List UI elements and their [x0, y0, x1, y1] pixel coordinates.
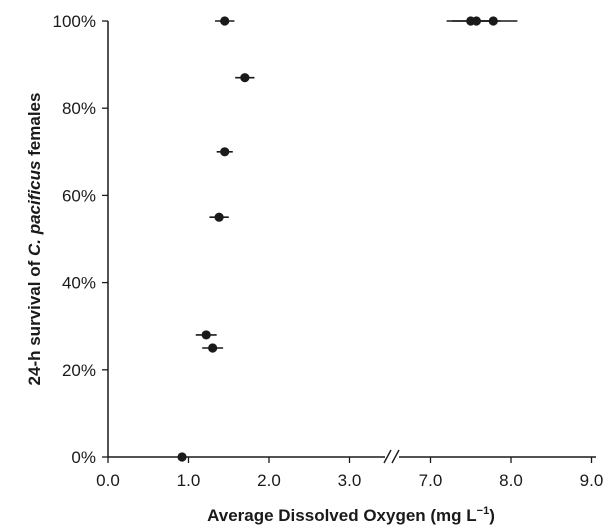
- x-tick-label: 3.0: [338, 471, 362, 490]
- x-tick-label: 0.0: [96, 471, 120, 490]
- data-point: [220, 16, 230, 26]
- y-tick-label: 40%: [62, 274, 96, 293]
- data-point: [214, 212, 224, 222]
- y-axis-title: 24-h survival of C. pacificus females: [25, 93, 44, 386]
- y-ticks: 0% 20% 40% 60% 80% 100%: [53, 12, 108, 467]
- y-tick-label: 100%: [53, 12, 96, 31]
- x-tick-label: 8.0: [499, 471, 523, 490]
- y-tick-label: 0%: [71, 448, 96, 467]
- x-tick-label: 9.0: [580, 471, 604, 490]
- x-axis-title: Average Dissolved Oxygen (mg L−1): [207, 505, 495, 525]
- x-ticks: 0.0 1.0 2.0 3.0 7.0 8.0 9.0: [96, 457, 603, 490]
- x-tick-label: 2.0: [257, 471, 281, 490]
- data-point: [220, 147, 230, 157]
- data-point: [201, 330, 211, 340]
- data-point: [488, 16, 498, 26]
- data-point: [208, 343, 218, 353]
- x-tick-label: 7.0: [419, 471, 443, 490]
- y-tick-label: 20%: [62, 361, 96, 380]
- data-points: [177, 16, 518, 462]
- x-axis-break-icon: [383, 449, 400, 464]
- y-tick-label: 60%: [62, 186, 96, 205]
- data-point: [240, 73, 250, 83]
- x-tick-label: 1.0: [177, 471, 201, 490]
- data-point: [177, 452, 187, 462]
- y-tick-label: 80%: [62, 99, 96, 118]
